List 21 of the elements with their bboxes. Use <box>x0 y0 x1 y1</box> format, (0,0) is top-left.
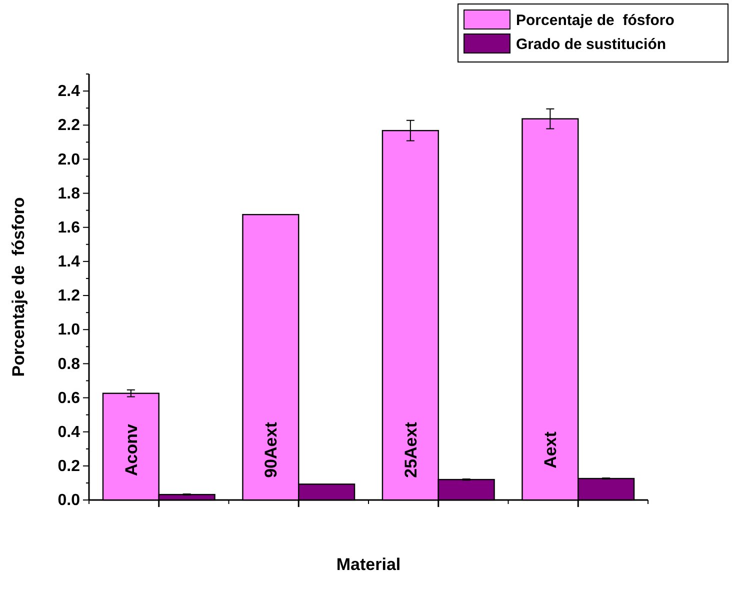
y-tick-label: 2.4 <box>58 83 80 100</box>
y-tick-label: 0.0 <box>58 492 80 510</box>
x-tick-label: Aconv <box>122 423 141 476</box>
y-tick-label: 1.4 <box>58 254 80 271</box>
y-tick-label: 0.2 <box>58 458 80 476</box>
y-tick-label: 0.8 <box>58 356 80 373</box>
y-tick-label: 2.0 <box>58 151 80 168</box>
y-tick-label: 1.6 <box>58 219 80 236</box>
y-tick-label: 0.6 <box>58 390 80 407</box>
x-tick-label: 90Aext <box>262 422 281 478</box>
y-tick-label: 0.4 <box>58 424 80 441</box>
x-tick-label: 25Aext <box>401 422 420 478</box>
y-tick-label: 1.0 <box>58 322 80 339</box>
legend-label: Grado de sustitución <box>516 36 666 53</box>
y-tick-label: 2.2 <box>58 117 80 134</box>
y-tick-label: 1.8 <box>58 185 80 202</box>
x-tick-label: Aext <box>541 431 560 468</box>
y-axis-title: Porcentaje de fósforo <box>9 197 28 377</box>
x-axis-title: Material <box>336 555 401 574</box>
legend-label: Porcentaje de fósforo <box>516 12 674 29</box>
y-tick-label: 1.2 <box>58 288 80 305</box>
